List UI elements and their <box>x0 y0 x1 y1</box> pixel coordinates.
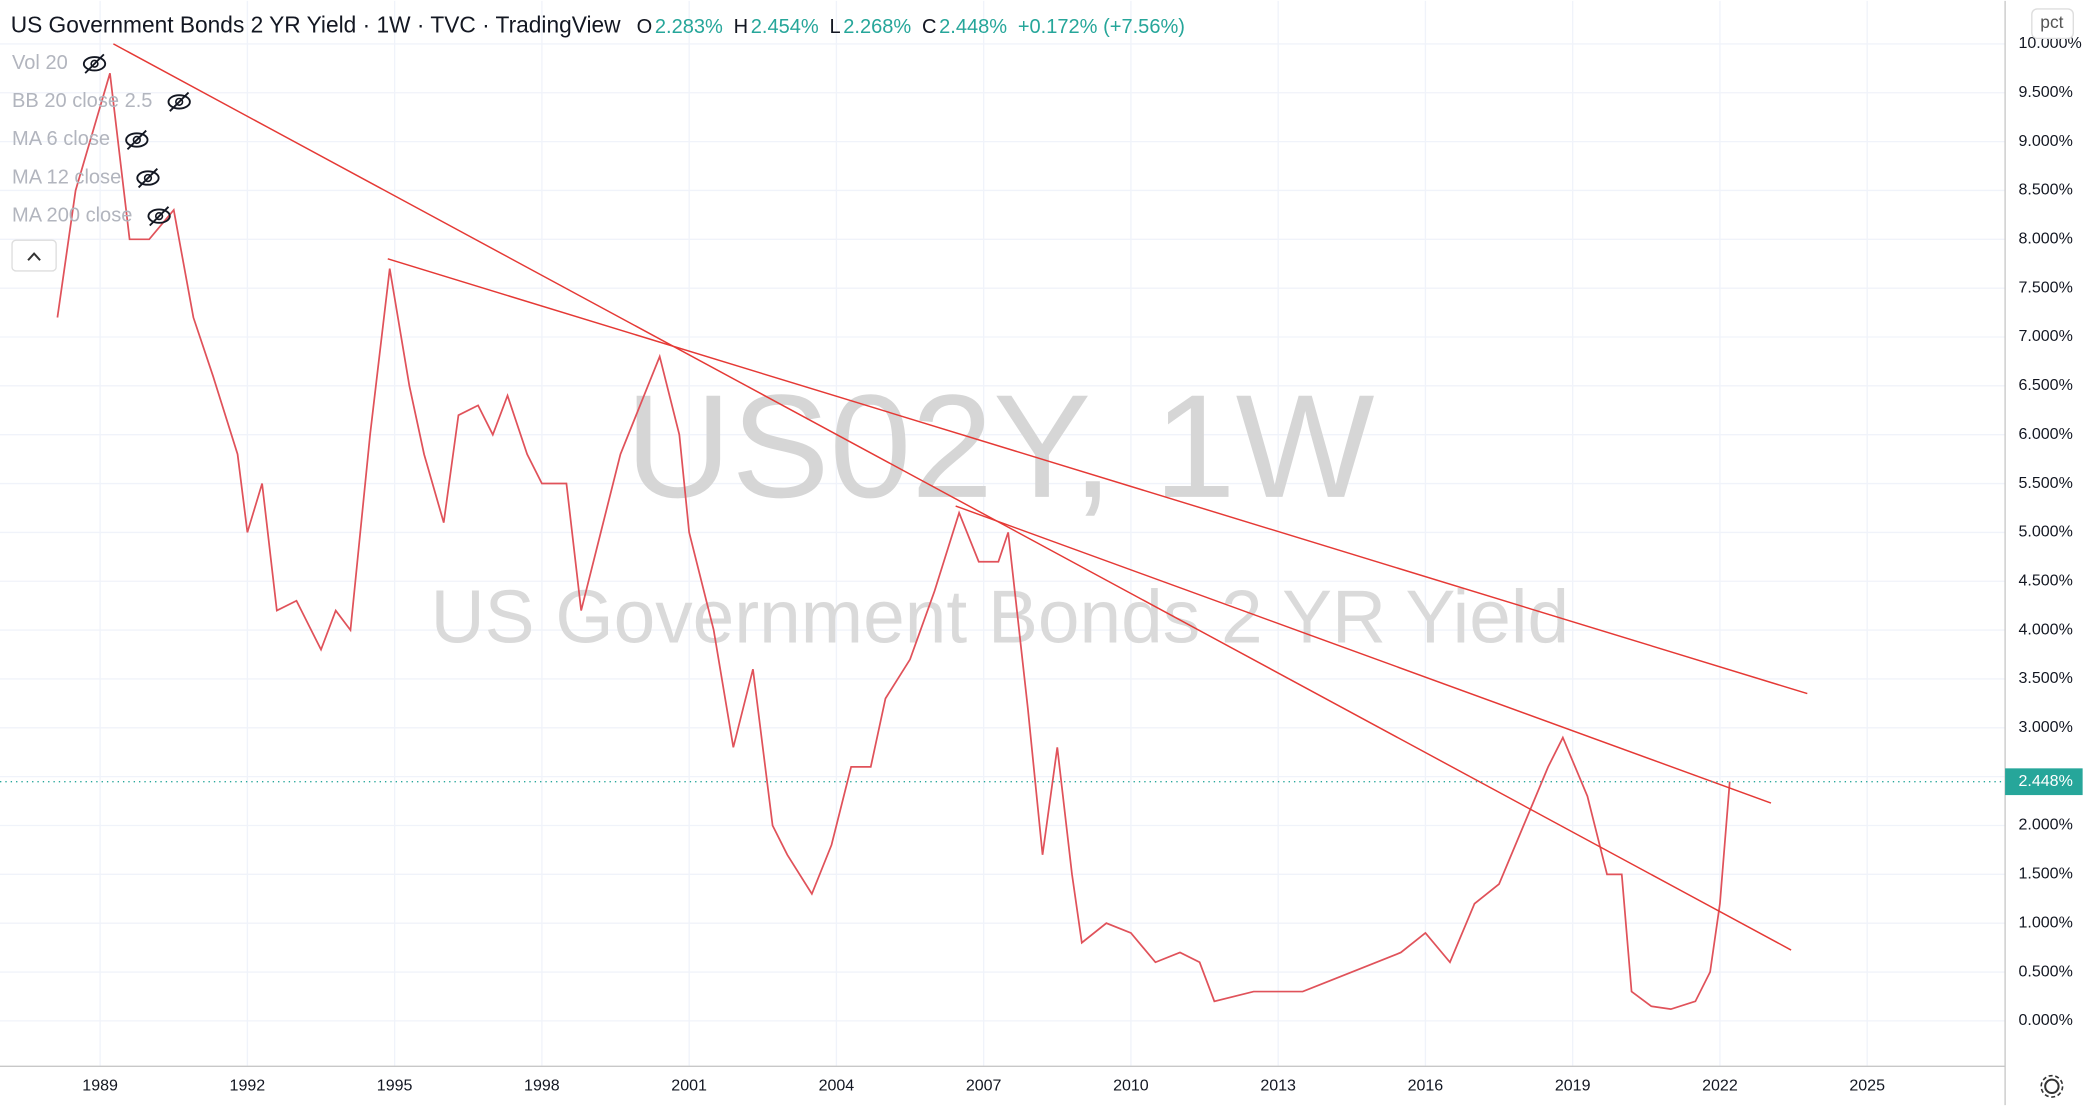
eye-icon <box>143 173 153 183</box>
collapse-icon <box>27 252 41 261</box>
ohlc-label: L <box>829 16 840 38</box>
eye-icon <box>84 53 105 74</box>
eye-icon <box>169 91 190 112</box>
y-tick-label: 4.000% <box>2018 620 2072 638</box>
indicator-label: Vol 20 <box>12 52 68 74</box>
x-tick-label: 2025 <box>1849 1077 1885 1095</box>
unit-button[interactable] <box>2031 8 2074 40</box>
trend-line <box>387 258 1808 695</box>
y-tick-label: 7.000% <box>2018 327 2072 345</box>
settings-icon[interactable] <box>2040 1074 2064 1098</box>
ohlc-value: 2.268% <box>843 16 911 38</box>
visibility-toggle[interactable] <box>82 53 107 74</box>
y-tick-label: 7.500% <box>2018 278 2072 296</box>
eye-icon <box>167 94 191 110</box>
y-tick-label: 3.500% <box>2018 669 2072 687</box>
indicator-label: MA 12 close <box>12 166 121 188</box>
y-tick-label: 9.500% <box>2018 83 2072 101</box>
y-tick-label: 0.500% <box>2018 962 2072 980</box>
x-tick-label: 1995 <box>377 1077 413 1095</box>
y-tick-label: 6.500% <box>2018 376 2072 394</box>
watermark: US Government Bonds 2 YR Yield <box>431 574 1570 658</box>
ohlc-value: 2.454% <box>751 16 819 38</box>
x-tick-label: 1989 <box>82 1077 118 1095</box>
y-tick-label: 2.000% <box>2018 816 2072 834</box>
y-tick-label: 5.000% <box>2018 523 2072 541</box>
visibility-toggle[interactable] <box>136 168 160 189</box>
ohlc-value: 2.283% <box>655 16 723 38</box>
eye-icon <box>149 206 170 227</box>
y-tick-label: 3.000% <box>2018 718 2072 736</box>
last-price-badge <box>2005 768 2083 796</box>
trend-line <box>113 43 1792 951</box>
x-tick-label: 2013 <box>1260 1077 1296 1095</box>
y-tick-label: 0.000% <box>2018 1011 2072 1029</box>
eye-icon <box>136 170 160 186</box>
eye-icon <box>147 208 171 224</box>
eye-icon <box>137 168 158 189</box>
indicator-label: MA 200 close <box>12 204 132 226</box>
eye-icon <box>125 132 149 148</box>
y-tick-label: 8.000% <box>2018 230 2072 248</box>
collapse-button[interactable] <box>11 239 57 272</box>
unit-button-label[interactable]: pct <box>2040 12 2063 32</box>
eye-icon <box>82 56 107 72</box>
eye-icon <box>126 129 147 150</box>
change-value: +0.172% (+7.56%) <box>1018 16 1185 38</box>
x-tick-label: 2010 <box>1113 1077 1149 1095</box>
visibility-toggle[interactable] <box>167 91 191 112</box>
y-tick-label: 1.000% <box>2018 913 2072 931</box>
ohlc-label: O <box>637 16 653 38</box>
eye-icon <box>175 97 184 106</box>
trend-line <box>955 505 1772 804</box>
price-line <box>56 72 1731 1011</box>
ohlc-label: C <box>922 16 936 38</box>
y-tick-label: 5.500% <box>2018 474 2072 492</box>
indicator-label: MA 6 close <box>12 128 110 150</box>
x-tick-label: 1998 <box>524 1077 560 1095</box>
last-price-label: 2.448% <box>2018 772 2072 790</box>
visibility-toggle[interactable] <box>125 129 149 150</box>
y-tick-label: 8.500% <box>2018 181 2072 199</box>
x-tick-label: 2001 <box>671 1077 707 1095</box>
eye-icon <box>90 59 99 68</box>
y-tick-label: 9.000% <box>2018 132 2072 150</box>
indicator-label: BB 20 close 2.5 <box>12 90 152 112</box>
ohlc-label: H <box>734 16 748 38</box>
y-tick-label: 1.500% <box>2018 865 2072 883</box>
eye-icon <box>132 135 141 145</box>
chart-title: US Government Bonds 2 YR Yield · 1W · TV… <box>11 11 621 37</box>
y-tick-label: 6.000% <box>2018 425 2072 443</box>
x-tick-label: 2019 <box>1555 1077 1591 1095</box>
x-tick-label: 2004 <box>819 1077 855 1095</box>
y-tick-label: 4.500% <box>2018 571 2072 589</box>
x-tick-label: 2016 <box>1408 1077 1444 1095</box>
x-tick-label: 2022 <box>1702 1077 1738 1095</box>
visibility-toggle[interactable] <box>147 206 171 227</box>
ohlc-value: 2.448% <box>939 16 1007 38</box>
x-tick-label: 1992 <box>230 1077 266 1095</box>
eye-icon <box>154 211 164 221</box>
x-tick-label: 2007 <box>966 1077 1002 1095</box>
